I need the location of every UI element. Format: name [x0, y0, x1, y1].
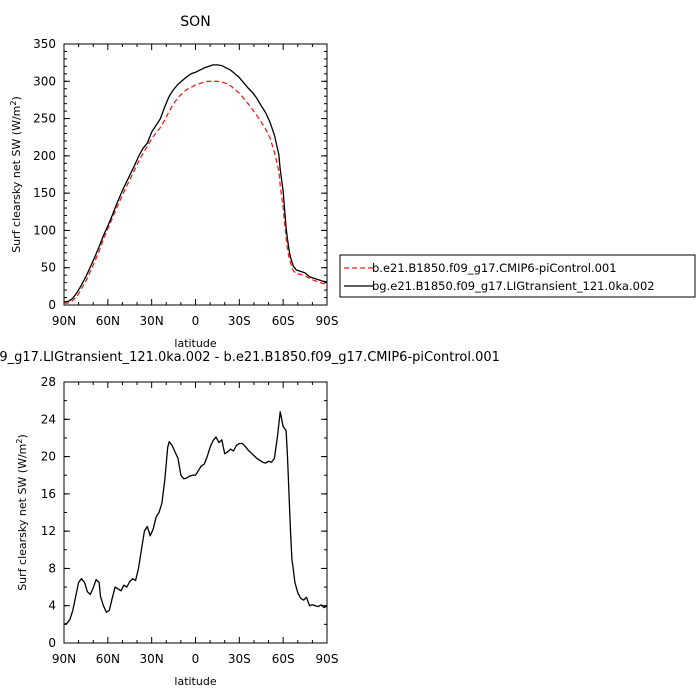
chart1-title: SON: [180, 14, 210, 30]
chart2-ytick-label: 8: [48, 561, 56, 575]
chart1-ylabel: Surf clearsky net SW (W/m2): [9, 96, 24, 253]
chart2-ytick-label: 24: [41, 412, 56, 426]
chart2-ytick-label: 16: [41, 487, 56, 501]
chart1-ytick-label: 200: [33, 149, 56, 163]
chart1-xtick-label: 90N: [52, 314, 76, 328]
chart2-ytick-label: 20: [41, 450, 56, 464]
chart2-xtick-label: 60S: [272, 652, 295, 666]
chart1-ytick-label: 0: [48, 298, 56, 312]
chart2-xtick-label: 0: [192, 652, 200, 666]
chart2-ytick-label: 4: [48, 599, 56, 613]
chart1-xtick-label: 0: [192, 314, 200, 328]
chart1-ytick-label: 300: [33, 74, 56, 88]
chart2-ytick-label: 0: [48, 636, 56, 650]
chart1-series-line-2: [63, 64, 328, 303]
chart2-xtick-label: 30N: [140, 652, 164, 666]
chart2-xlabel: latitude: [174, 675, 216, 688]
chart1-ytick-label: 250: [33, 112, 56, 126]
chart1-xtick-label: 60S: [272, 314, 295, 328]
chart1-xtick-label: 60N: [96, 314, 120, 328]
chart2-xtick-label: 30S: [228, 652, 251, 666]
chart1-frame: [63, 43, 328, 306]
chart1-legend-label: b.e21.B1850.f09_g17.CMIP6-piControl.001: [372, 261, 617, 275]
chart1-ytick-label: 150: [33, 186, 56, 200]
chart2-ytick-label: 28: [41, 375, 56, 389]
chart1-xtick-label: 90S: [316, 314, 339, 328]
chart2-xtick-label: 90N: [52, 652, 76, 666]
chart2-ytick-label: 12: [41, 524, 56, 538]
chart1-ytick-label: 50: [41, 261, 56, 275]
chart1-legend-label: bg.e21.B1850.f09_g17.LIGtransient_121.0k…: [372, 279, 655, 293]
chart1-xtick-label: 30N: [140, 314, 164, 328]
chart2-title: bg.e21.B1850.f09_g17.LIGtransient_121.0k…: [0, 350, 500, 365]
chart2-xtick-label: 90S: [316, 652, 339, 666]
chart1-xlabel: latitude: [174, 337, 216, 350]
chart1-ytick-label: 100: [33, 223, 56, 237]
chart1-xtick-label: 30S: [228, 314, 251, 328]
chart1-ytick-label: 350: [33, 37, 56, 51]
chart1-series-line-1: [63, 80, 328, 305]
chart1-legend-box: [339, 254, 696, 298]
chart2-xtick-label: 60N: [96, 652, 120, 666]
chart2-ylabel: Surf clearsky net SW (W/m2): [15, 434, 30, 591]
chart2-series-line-1: [63, 411, 328, 626]
